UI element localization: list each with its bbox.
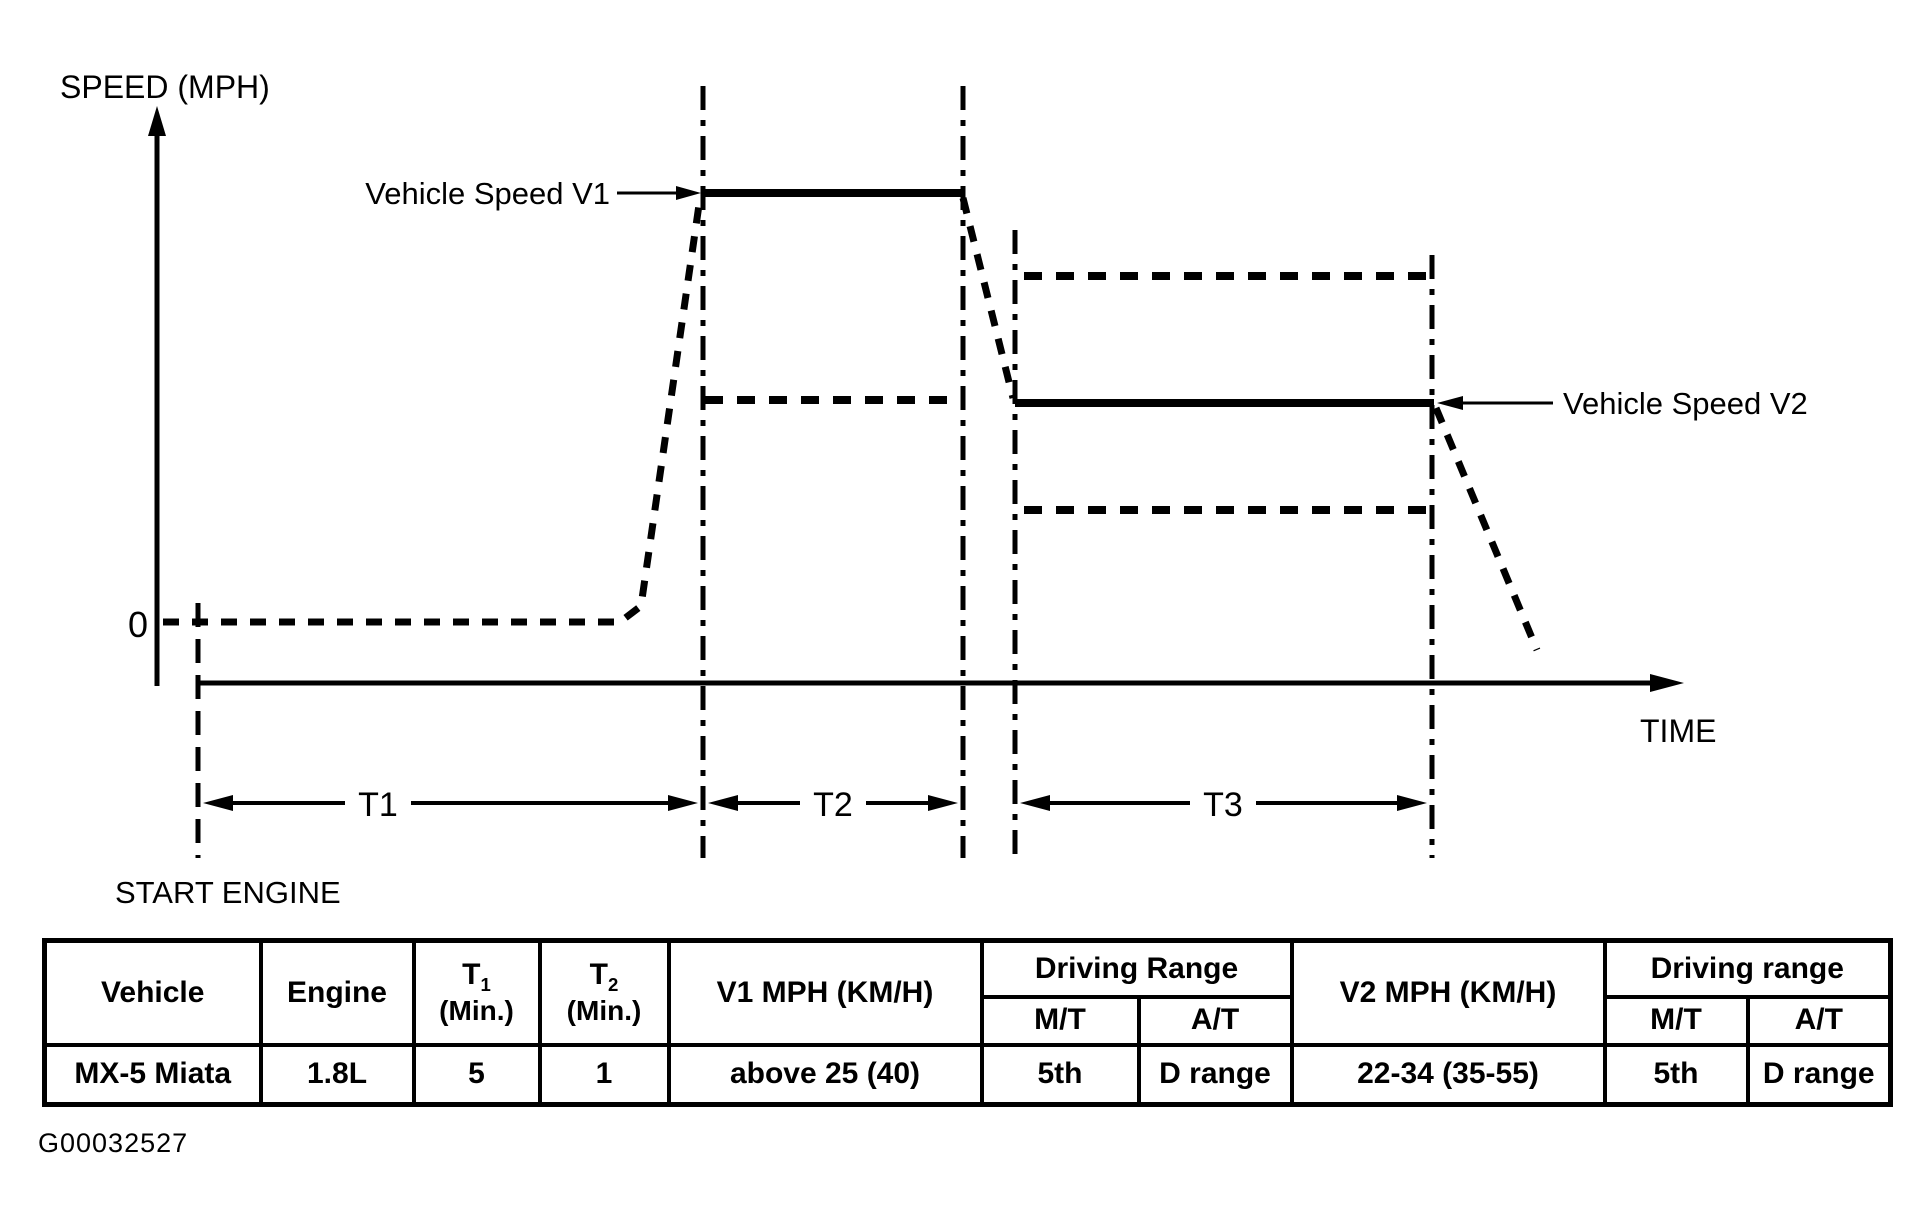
header-t2-subscript: 2 [607, 973, 619, 995]
header-v1-mph: V1 MPH (KM/H) [666, 938, 984, 1047]
header-t2: T2 (Min.) [537, 938, 671, 1047]
v2-annotation-arrowhead-icon [1437, 396, 1463, 410]
t3-right-arrowhead-icon [1397, 795, 1427, 811]
v1-annotation-label: Vehicle Speed V1 [365, 176, 610, 211]
cell-vehicle: MX-5 Miata [42, 1042, 263, 1107]
t3-left-arrowhead-icon [1020, 795, 1050, 811]
t3-label-backplate [1190, 776, 1256, 828]
cell-t1: 5 [411, 1042, 542, 1107]
header-vehicle: Vehicle [42, 938, 263, 1047]
t3-label: T3 [1203, 786, 1243, 824]
table-row: MX-5 Miata 1.8L 5 1 above 25 (40) 5th D … [42, 1042, 1893, 1107]
cell-mt-left: 5th [979, 1042, 1141, 1107]
t1-left-arrowhead-icon [203, 795, 233, 811]
t2-label-backplate [800, 776, 866, 828]
header-t2-symbol: T [589, 957, 608, 991]
v2-annotation-label: Vehicle Speed V2 [1563, 386, 1808, 421]
cell-engine: 1.8L [258, 1042, 416, 1107]
cell-at-right: D range [1745, 1042, 1893, 1107]
header-at-right: A/T [1745, 994, 1893, 1047]
decel-v1-to-v2-line [959, 197, 1017, 399]
header-engine: Engine [258, 938, 416, 1047]
cell-v1: above 25 (40) [666, 1042, 984, 1107]
x-axis-arrowhead-icon [1650, 674, 1684, 692]
cell-mt-right: 5th [1602, 1042, 1750, 1107]
header-mt-left: M/T [979, 994, 1141, 1047]
header-v2-mph: V2 MPH (KM/H) [1289, 938, 1607, 1047]
v1-annotation-arrowhead-icon [676, 186, 701, 200]
cell-at-left: D range [1136, 1042, 1294, 1107]
header-at-left: A/T [1136, 994, 1294, 1047]
speed-profile-idle-accel-line [163, 197, 704, 626]
y-axis-label: SPEED (MPH) [60, 69, 270, 105]
start-engine-label: START ENGINE [115, 875, 341, 910]
t1-right-arrowhead-icon [668, 795, 698, 811]
y-axis-arrowhead-icon [148, 106, 166, 136]
t2-left-arrowhead-icon [708, 795, 738, 811]
cell-t2: 1 [537, 1042, 671, 1107]
drive-cycle-spec-table: Vehicle Engine T1 (Min.) T2 (Min.) V1 MPH … [42, 938, 1893, 1107]
header-t2-unit: (Min.) [566, 995, 642, 1027]
header-driving-range-left: Driving Range [979, 938, 1294, 999]
t1-label-backplate [345, 776, 411, 828]
decel-to-stop-line [1432, 406, 1541, 652]
t2-right-arrowhead-icon [928, 795, 958, 811]
header-driving-range-right: Driving range [1602, 938, 1893, 999]
cell-v2: 22-34 (35-55) [1289, 1042, 1607, 1107]
header-t1-symbol: T [462, 957, 481, 991]
t2-label: T2 [813, 786, 853, 824]
x-axis-label: TIME [1640, 713, 1716, 749]
header-t1: T1 (Min.) [411, 938, 542, 1047]
header-t1-unit: (Min.) [439, 995, 514, 1027]
header-mt-right: M/T [1602, 994, 1750, 1047]
t1-label: T1 [358, 786, 398, 824]
header-t1-subscript: 1 [480, 973, 491, 995]
figure-code: G00032527 [38, 1128, 189, 1158]
zero-label: 0 [128, 604, 148, 645]
